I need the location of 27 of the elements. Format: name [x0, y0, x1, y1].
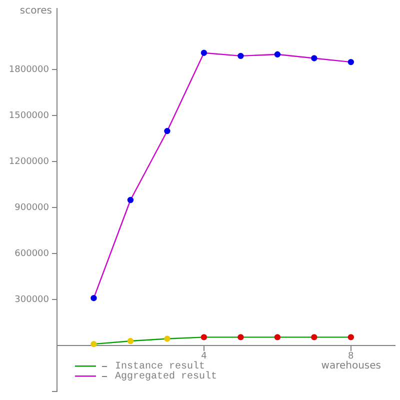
point — [164, 128, 170, 134]
x-axis-title: warehouses — [321, 360, 381, 372]
y-tick-label: 1500000 — [8, 111, 50, 122]
point — [90, 295, 97, 302]
y-tick-label: 1200000 — [8, 157, 50, 168]
x-tick-label: 4 — [201, 351, 208, 362]
y-axis-title: scores — [20, 6, 52, 17]
y-tick-label: 900000 — [14, 203, 50, 214]
point — [127, 338, 134, 344]
point — [348, 58, 354, 66]
y-tick-label: 300000 — [14, 294, 50, 305]
legend-label: Aggregated result — [115, 370, 218, 383]
x-tick-label: 8 — [348, 351, 354, 362]
point — [90, 340, 97, 348]
y-tick-label: 600000 — [14, 248, 50, 259]
point — [274, 51, 281, 58]
point — [311, 334, 318, 340]
point — [127, 196, 134, 204]
point — [274, 334, 281, 340]
point — [238, 334, 244, 340]
point — [238, 52, 244, 60]
point — [200, 50, 208, 56]
point — [200, 334, 208, 340]
y-tick-label: 1800000 — [8, 65, 50, 76]
point — [348, 334, 354, 340]
point — [311, 55, 318, 62]
point — [164, 336, 170, 342]
